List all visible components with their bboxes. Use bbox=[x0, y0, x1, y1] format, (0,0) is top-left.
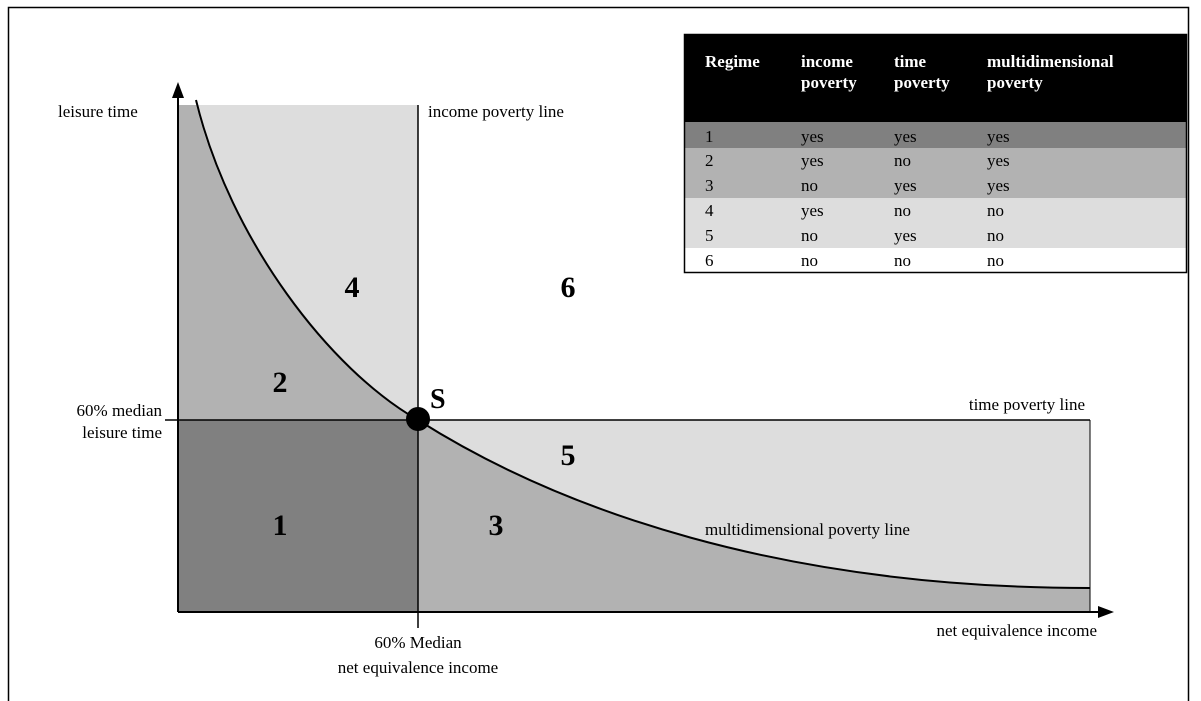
figure-border bbox=[7, 6, 1190, 701]
table-cell: yes bbox=[894, 176, 917, 195]
table-cell: yes bbox=[894, 127, 917, 146]
time-poverty-line-label: time poverty line bbox=[969, 395, 1085, 414]
region-3-fill bbox=[418, 420, 1090, 612]
point-s-marker bbox=[406, 407, 430, 431]
table-cell: 2 bbox=[705, 151, 714, 170]
table-cell: 3 bbox=[705, 176, 714, 195]
table-header-time-line-1: time bbox=[894, 52, 927, 71]
table-row-6-background bbox=[684, 248, 1187, 272]
region-label-5: 5 bbox=[561, 439, 576, 472]
table-cell: yes bbox=[987, 151, 1010, 170]
table-row: 6 no no no bbox=[705, 251, 1004, 270]
table-header-income-line-2: poverty bbox=[801, 73, 857, 92]
table-cell: no bbox=[987, 226, 1004, 245]
table-cell: 4 bbox=[705, 201, 714, 220]
table-row-4-5-background bbox=[684, 198, 1187, 248]
table-row: 5 no yes no bbox=[705, 226, 1004, 245]
region-label-6: 6 bbox=[561, 271, 576, 304]
region-label-2: 2 bbox=[273, 366, 288, 399]
table-cell: no bbox=[894, 251, 911, 270]
table-border bbox=[683, 33, 1188, 274]
table-cell: no bbox=[987, 201, 1004, 220]
x-tick-label-line-2: net equivalence income bbox=[338, 658, 498, 677]
region-label-4: 4 bbox=[345, 271, 360, 304]
table-cell: no bbox=[801, 176, 818, 195]
table-header-regime: Regime bbox=[705, 52, 760, 71]
x-axis-label: net equivalence income bbox=[937, 621, 1097, 640]
income-poverty-line-label: income poverty line bbox=[428, 102, 564, 121]
table-cell: 1 bbox=[705, 127, 714, 146]
table-cell: no bbox=[894, 201, 911, 220]
y-axis-arrow-icon bbox=[172, 82, 184, 98]
region-2-fill bbox=[178, 105, 418, 420]
table-cell: 6 bbox=[705, 251, 714, 270]
table-row: 1 yes yes yes bbox=[705, 127, 1010, 146]
table-row: 4 yes no no bbox=[705, 201, 1004, 220]
regime-table: Regime income poverty time poverty multi… bbox=[683, 33, 1188, 274]
table-cell: no bbox=[801, 251, 818, 270]
table-cell: no bbox=[801, 226, 818, 245]
multidimensional-poverty-line-label: multidimensional poverty line bbox=[705, 520, 910, 539]
table-header-multi-line-2: poverty bbox=[987, 73, 1043, 92]
table-header-multi-line-1: multidimensional bbox=[987, 52, 1114, 71]
table-cell: yes bbox=[894, 226, 917, 245]
table-cell: yes bbox=[801, 151, 824, 170]
table-header-time-line-2: poverty bbox=[894, 73, 950, 92]
table-cell: no bbox=[987, 251, 1004, 270]
point-s-label: S bbox=[430, 384, 446, 415]
table-cell: no bbox=[894, 151, 911, 170]
y-tick-label-line-1: 60% median bbox=[77, 401, 163, 420]
y-axis-label: leisure time bbox=[58, 102, 138, 121]
table-cell: yes bbox=[801, 201, 824, 220]
multidimensional-poverty-curve bbox=[195, 99, 1091, 589]
table-cell: yes bbox=[801, 127, 824, 146]
table-cell: yes bbox=[987, 176, 1010, 195]
table-header-income-line-1: income bbox=[801, 52, 853, 71]
table-row-1-background bbox=[684, 122, 1187, 148]
x-axis-arrow-icon bbox=[1098, 606, 1114, 618]
table-row: 2 yes no yes bbox=[705, 151, 1010, 170]
x-tick-label-line-1: 60% Median bbox=[374, 633, 462, 652]
table-row-2-3-background bbox=[684, 148, 1187, 198]
region-label-1: 1 bbox=[273, 509, 288, 542]
table-cell: 5 bbox=[705, 226, 714, 245]
table-cell: yes bbox=[987, 127, 1010, 146]
y-tick-label-line-2: leisure time bbox=[82, 423, 162, 442]
table-row: 3 no yes yes bbox=[705, 176, 1010, 195]
region-1-fill bbox=[178, 420, 418, 612]
region-label-3: 3 bbox=[489, 509, 504, 542]
